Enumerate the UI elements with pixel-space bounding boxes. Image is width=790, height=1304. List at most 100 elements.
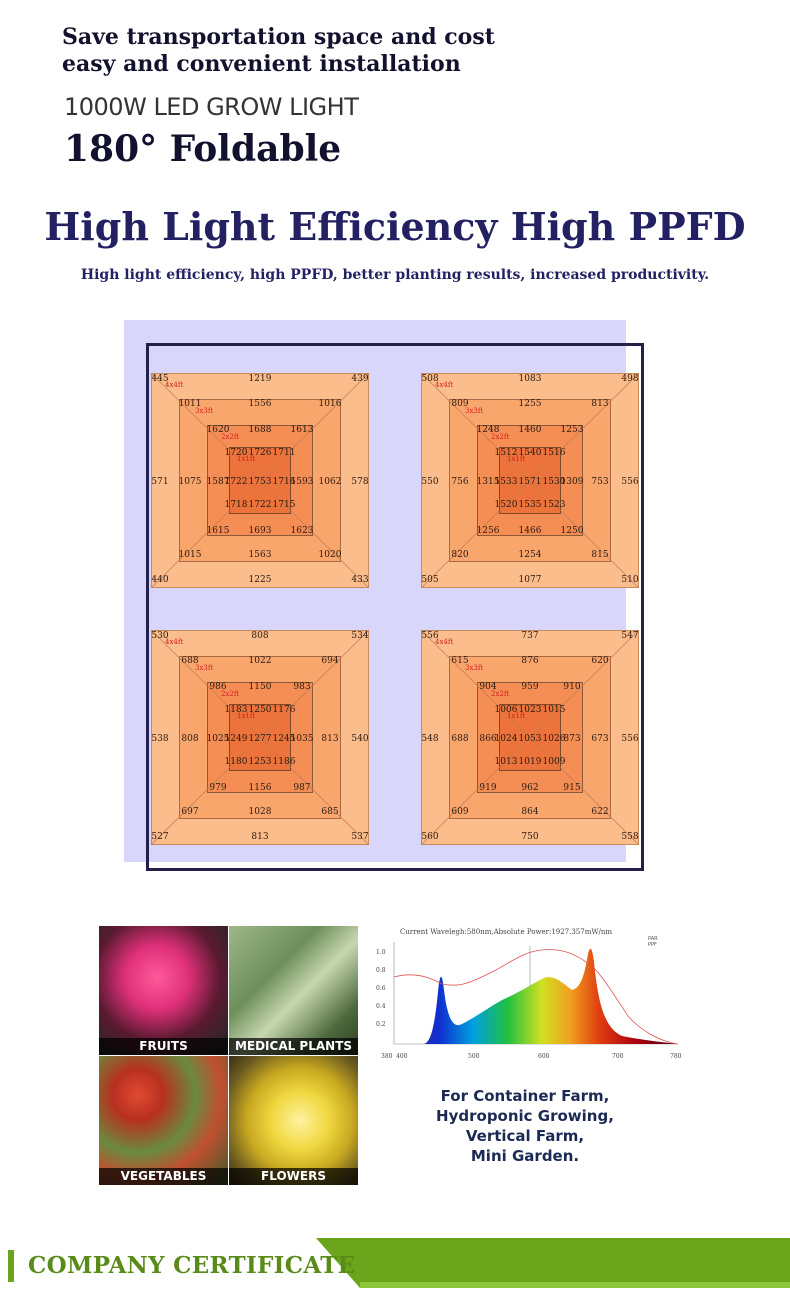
ppfd-value: 1571 — [518, 476, 542, 487]
ppfd-value: 750 — [521, 832, 539, 842]
ppfd-value: 615 — [451, 656, 469, 666]
ppfd-value: 540 — [351, 733, 369, 744]
ppfd-value: 808 — [181, 733, 199, 744]
spectrum-y-tick: 0.2 — [376, 1021, 386, 1028]
ppfd-value: 1028 — [248, 807, 272, 817]
ppfd-value: 538 — [151, 733, 169, 744]
ppfd-value: 1180 — [224, 757, 248, 767]
ppfd-value: 1535 — [518, 500, 542, 510]
ppfd-value: 508 — [421, 374, 439, 384]
ppfd-value: 688 — [451, 733, 469, 744]
certificate-marker — [8, 1250, 14, 1282]
ppfd-value: 1256 — [476, 526, 500, 536]
ppfd-value: 1254 — [518, 550, 542, 560]
ppfd-diagonals — [421, 373, 639, 588]
ppfd-value: 547 — [621, 631, 639, 641]
ppfd-value: 813 — [591, 399, 609, 409]
certificate-banner — [0, 1238, 790, 1288]
flowers-photo: FLOWERS — [229, 1056, 358, 1185]
ppfd-value: 753 — [591, 476, 609, 487]
ppfd-value: 1726 — [248, 448, 272, 458]
spectrum-y-tick: 0.8 — [376, 967, 386, 974]
foldable-headline: 180° Foldable — [64, 128, 342, 170]
spectrum-heading: Current Wavelegh:580nm,Absolute Power:19… — [400, 928, 613, 936]
ppfd-value: 534 — [351, 631, 369, 641]
ppfd-value: 609 — [451, 807, 469, 817]
ppfd-value: 1024 — [494, 733, 518, 744]
ppfd-value: 685 — [321, 807, 339, 817]
ppfd-value: 815 — [591, 550, 609, 560]
spectrum-y-tick: 0.6 — [376, 985, 386, 992]
ppfd-map: 4x4ft 3x3ft 2x2ft 1x1ft 508 1083 498 550 556 505 1… — [421, 373, 639, 588]
ppfd-diagonals — [421, 630, 639, 845]
applications-grid: FRUITS MEDICAL PLANTS VEGETABLES FLOWERS — [99, 926, 358, 1185]
ppfd-size-tag: 3x3ft — [195, 664, 214, 672]
ppfd-value: 697 — [181, 807, 199, 817]
ppfd-value: 1250 — [248, 705, 272, 715]
ppfd-value: 737 — [521, 631, 539, 641]
ppfd-value: 433 — [351, 575, 369, 585]
ppfd-value: 1183 — [224, 705, 248, 715]
medical-plants-caption: MEDICAL PLANTS — [229, 1038, 358, 1055]
ppfd-value: 556 — [421, 631, 439, 641]
ppfd-value: 864 — [521, 807, 539, 817]
ppfd-value: 904 — [479, 682, 497, 692]
ppfd-value: 571 — [151, 476, 169, 487]
ppfd-value: 1083 — [518, 374, 542, 384]
ppfd-value: 556 — [621, 476, 639, 487]
ppfd-value: 1620 — [206, 425, 230, 435]
tagline-line-1: Save transportation space and cost — [62, 24, 495, 50]
flowers-caption: FLOWERS — [229, 1168, 358, 1185]
ppfd-value: 1722 — [224, 476, 248, 487]
ppfd-value: 959 — [521, 682, 539, 692]
ppfd-value: 1255 — [518, 399, 542, 409]
ppfd-size-tag: 4x4ft — [435, 381, 454, 389]
ppfd-value: 1718 — [224, 500, 248, 510]
ppfd-value: 1020 — [318, 550, 342, 560]
ppfd-value: 1530 — [542, 476, 566, 487]
ppfd-value: 1253 — [248, 757, 272, 767]
fruits-caption: FRUITS — [99, 1038, 228, 1055]
certificate-banner-stripe — [316, 1238, 790, 1288]
ppfd-size-tag: 3x3ft — [465, 407, 484, 415]
tagline-line-2: easy and convenient installation — [62, 51, 461, 77]
spectrum-y-ticks: 1.0 0.8 0.6 0.4 0.2 — [376, 949, 386, 1028]
spectrum-x-tick: 700 — [612, 1053, 624, 1060]
ppfd-value: 1016 — [318, 399, 342, 409]
ppfd-value: 1315 — [476, 476, 500, 487]
ppfd-value: 1176 — [272, 705, 296, 715]
legend-par: PAR — [648, 936, 658, 942]
product-model: 1000W LED GROW LIGHT — [64, 93, 359, 121]
ppfd-value: 1277 — [248, 733, 272, 744]
vegetables-photo: VEGETABLES — [99, 1056, 228, 1185]
ppfd-value: 809 — [451, 399, 469, 409]
ppfd-value: 1615 — [206, 526, 230, 536]
ppfd-value: 548 — [421, 733, 439, 744]
spectrum-x-tick: 500 — [468, 1053, 480, 1060]
ppfd-value: 813 — [321, 733, 339, 744]
ppfd-value: 1249 — [224, 733, 248, 744]
ppfd-value: 1516 — [542, 448, 566, 458]
ppfd-value: 1019 — [518, 757, 542, 767]
ppfd-value: 1587 — [206, 476, 230, 487]
ppfd-value: 1006 — [494, 705, 518, 715]
ppfd-value: 987 — [293, 783, 311, 793]
ppfd-value: 1186 — [272, 757, 296, 767]
ppfd-value: 622 — [591, 807, 609, 817]
ppfd-value: 1253 — [560, 425, 584, 435]
ppfd-value: 1075 — [178, 476, 202, 487]
ppfd-value: 1533 — [494, 476, 518, 487]
spectrum-x-tick: 380 — [381, 1053, 393, 1060]
spectrum-x-ticks: 380 400 500 600 700 780 — [381, 1053, 682, 1060]
ppfd-value: 1077 — [518, 575, 542, 585]
ppfd-value: 527 — [151, 832, 169, 842]
ppfd-value: 1053 — [518, 733, 542, 744]
ppfd-size-tag: 2x2ft — [491, 690, 510, 698]
ppfd-value: 986 — [209, 682, 227, 692]
ppfd-size-tag: 4x4ft — [165, 381, 184, 389]
certificate-title: COMPANY CERTIFICATE — [28, 1252, 356, 1279]
efficiency-title: High Light Efficiency High PPFD — [44, 204, 746, 249]
ppfd-value: 820 — [451, 550, 469, 560]
ppfd-size-tag: 4x4ft — [165, 638, 184, 646]
ppfd-value: 620 — [591, 656, 609, 666]
